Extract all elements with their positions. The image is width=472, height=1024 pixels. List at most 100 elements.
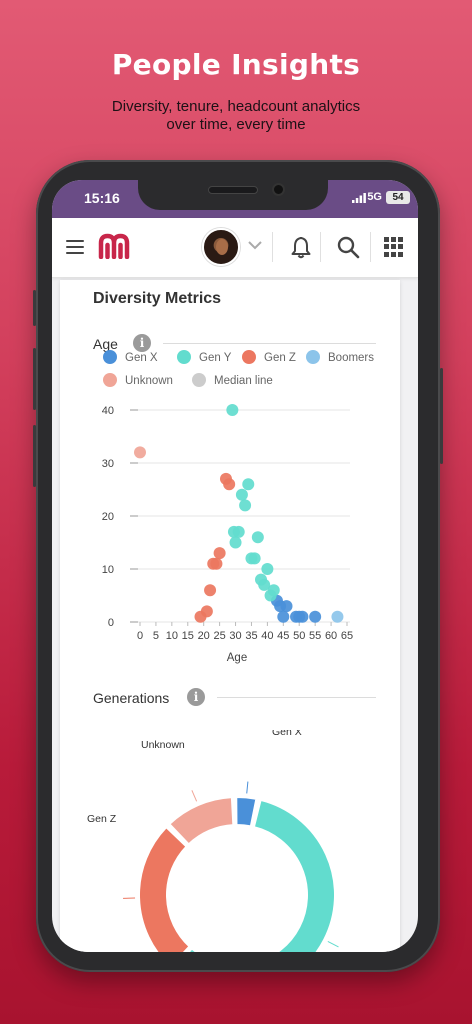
- scatter-point[interactable]: [232, 525, 245, 538]
- scatter-point[interactable]: [204, 584, 217, 597]
- app-logo[interactable]: [98, 233, 134, 259]
- donut-slice[interactable]: [138, 826, 191, 952]
- legend-swatch: [177, 350, 191, 364]
- phone-screen: 15:16 5G 54: [52, 180, 418, 952]
- scatter-point[interactable]: [235, 488, 248, 501]
- avatar-face: [216, 239, 228, 255]
- avatar[interactable]: [202, 228, 240, 266]
- y-tick-label: 10: [102, 564, 114, 576]
- scatter-point[interactable]: [200, 605, 213, 618]
- y-tick-label: 0: [108, 617, 114, 629]
- phone-side-button: [440, 368, 443, 464]
- x-tick-label: 35: [245, 630, 257, 642]
- phone-side-button: [33, 348, 36, 410]
- legend-item-boomers[interactable]: Boomers: [306, 350, 374, 364]
- donut-slice[interactable]: [168, 796, 235, 846]
- scatter-point[interactable]: [134, 446, 146, 459]
- promo-subline-line-1: Diversity, tenure, headcount analytics: [111, 98, 361, 115]
- y-tick-label: 40: [102, 405, 114, 417]
- donut-label: Gen Z: [87, 813, 117, 825]
- donut-slice[interactable]: [174, 798, 336, 952]
- legend-item-unknown[interactable]: Unknown: [103, 373, 173, 387]
- signal-icon: [352, 193, 366, 203]
- scatter-point[interactable]: [242, 478, 255, 491]
- x-tick-label: 45: [277, 630, 289, 642]
- network-type: 5G: [367, 191, 382, 203]
- info-icon[interactable]: i: [133, 334, 151, 352]
- legend-label: Gen Y: [199, 352, 232, 364]
- app-bar-divider: [320, 232, 321, 262]
- scatter-point[interactable]: [261, 563, 274, 575]
- legend-item-gen-x[interactable]: Gen X: [103, 350, 158, 364]
- x-tick-label: 15: [182, 630, 194, 642]
- diversity-metrics-card: Diversity Metrics Age i Gen X Gen Y Gen …: [60, 280, 400, 952]
- scatter-point[interactable]: [267, 584, 280, 597]
- phone-notch: [138, 180, 328, 210]
- age-section-title: Age: [93, 336, 118, 352]
- legend-label: Unknown: [125, 375, 173, 387]
- x-tick-label: 0: [137, 630, 143, 642]
- scatter-point[interactable]: [296, 610, 309, 623]
- legend-label: Gen X: [125, 352, 158, 364]
- promo-headline: People Insights: [111, 48, 361, 81]
- x-tick-label: 50: [293, 630, 305, 642]
- search-icon[interactable]: [336, 235, 360, 259]
- scatter-point[interactable]: [251, 531, 264, 544]
- scatter-point[interactable]: [248, 552, 261, 565]
- legend-item-gen-z[interactable]: Gen Z: [242, 350, 296, 364]
- scatter-point[interactable]: [258, 578, 271, 591]
- scatter-point[interactable]: [213, 547, 226, 560]
- donut-label: Gen X: [272, 730, 302, 738]
- bell-icon[interactable]: [290, 235, 312, 259]
- legend-label: Gen Z: [264, 352, 296, 364]
- x-tick-label: 55: [309, 630, 321, 642]
- x-axis-label: Age: [227, 652, 247, 664]
- app-bar-divider: [370, 232, 371, 262]
- legend-item-gen-y[interactable]: Gen Y: [177, 350, 231, 364]
- donut-leader-line: [191, 790, 198, 802]
- donut-slice[interactable]: [235, 796, 258, 828]
- phone-side-button: [33, 290, 36, 326]
- scatter-point[interactable]: [239, 499, 252, 512]
- app-bar-divider: [272, 232, 273, 262]
- front-camera: [272, 183, 285, 196]
- scatter-point[interactable]: [331, 610, 344, 623]
- promo-subline-line-2: over time, every time: [166, 116, 306, 133]
- x-tick-label: 60: [325, 630, 337, 642]
- apps-grid-icon[interactable]: [384, 237, 404, 257]
- legend-swatch: [242, 350, 256, 364]
- legend-label: Boomers: [328, 352, 375, 364]
- speaker-grille: [208, 186, 258, 194]
- scatter-point[interactable]: [226, 404, 239, 416]
- y-tick-label: 30: [102, 458, 114, 470]
- scatter-point[interactable]: [309, 610, 322, 623]
- x-tick-label: 25: [213, 630, 225, 642]
- section-divider: [217, 697, 376, 698]
- status-time: 15:16: [84, 190, 120, 206]
- app-bar: [52, 218, 418, 278]
- donut-leader-line: [246, 781, 249, 794]
- menu-icon[interactable]: [66, 240, 84, 254]
- legend-item-median-line[interactable]: Median line: [192, 373, 273, 387]
- legend-swatch: [103, 373, 117, 387]
- x-tick-label: 30: [229, 630, 241, 642]
- info-icon[interactable]: i: [187, 688, 205, 706]
- scatter-point[interactable]: [223, 478, 236, 491]
- promo-subline: Diversity, tenure, headcount analytics o…: [0, 98, 472, 134]
- x-tick-label: 10: [166, 630, 178, 642]
- scatter-point[interactable]: [210, 557, 223, 570]
- battery-indicator: 54: [386, 191, 410, 204]
- legend-label: Median line: [214, 375, 273, 387]
- legend-swatch: [306, 350, 320, 364]
- x-tick-label: 5: [153, 630, 159, 642]
- section-divider: [163, 343, 376, 344]
- x-tick-label: 65: [341, 630, 353, 642]
- scatter-point[interactable]: [277, 610, 290, 623]
- y-tick-label: 20: [102, 511, 114, 523]
- donut-leader-line: [327, 940, 339, 948]
- chevron-down-icon[interactable]: [248, 240, 262, 250]
- scatter-point[interactable]: [280, 600, 293, 613]
- scatter-point[interactable]: [229, 536, 242, 549]
- status-bar: 15:16 5G 54: [52, 180, 418, 218]
